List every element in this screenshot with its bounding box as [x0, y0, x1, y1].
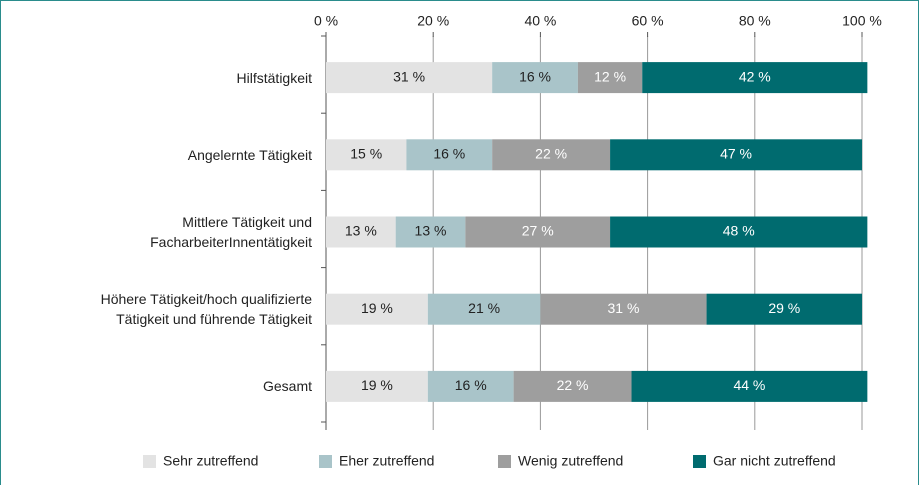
legend-swatch — [319, 455, 332, 468]
category-label: Hilfstätigkeit — [236, 69, 312, 86]
category-label: Gesamt — [262, 378, 312, 395]
bar-segment — [427, 293, 541, 325]
bar-segment — [427, 370, 514, 402]
x-tick-label: 100 % — [842, 13, 882, 29]
value-label: 44 % — [733, 377, 765, 393]
bar-segment — [326, 216, 396, 248]
value-label: 12 % — [594, 68, 626, 84]
bar-segment — [577, 62, 643, 94]
value-label: 16 % — [433, 146, 465, 162]
legend-label: Sehr zutreffend — [163, 453, 258, 469]
value-label: 15 % — [350, 146, 382, 162]
value-label: 19 % — [361, 300, 393, 316]
bar-segment — [406, 139, 493, 171]
legend-label: Eher zutreffend — [339, 453, 434, 469]
x-tick-label: 80 % — [739, 13, 771, 29]
category-label: Höhere Tätigkeit/hoch qualifizierte Täti… — [100, 291, 312, 328]
bar-segment — [631, 370, 868, 402]
value-label: 22 % — [535, 146, 567, 162]
bar-segment — [513, 370, 632, 402]
bar-segment — [326, 139, 407, 171]
bar-segment — [642, 62, 868, 94]
bar-segment — [540, 293, 707, 325]
legend-swatch — [498, 455, 511, 468]
x-tick-label: 60 % — [632, 13, 664, 29]
bar-segment — [610, 216, 868, 248]
category-label: Angelernte Tätigkeit — [187, 146, 312, 163]
bar-segment — [395, 216, 466, 248]
legend-label: Wenig zutreffend — [518, 453, 623, 469]
value-label: 21 % — [468, 300, 500, 316]
x-tick-label: 20 % — [417, 13, 449, 29]
value-label: 42 % — [739, 68, 771, 84]
value-label: 27 % — [522, 223, 554, 239]
value-label: 47 % — [720, 146, 752, 162]
category-label: Mittlere Tätigkeit und FacharbeiterInnen… — [150, 214, 312, 250]
bar-segment — [492, 139, 611, 171]
value-label: 31 % — [393, 68, 425, 84]
bar-segment — [465, 216, 611, 248]
bar-segment — [326, 62, 493, 94]
value-label: 19 % — [361, 377, 393, 393]
legend-swatch — [143, 455, 156, 468]
value-label: 16 % — [455, 377, 487, 393]
value-label: 29 % — [768, 300, 800, 316]
legend-swatch — [693, 455, 706, 468]
bar-segment — [492, 62, 578, 94]
bar-segment — [706, 293, 862, 325]
bar-segment — [326, 370, 428, 402]
x-tick-label: 40 % — [524, 13, 556, 29]
legend-label: Gar nicht zutreffend — [713, 453, 836, 469]
value-label: 16 % — [519, 68, 551, 84]
value-label: 31 % — [608, 300, 640, 316]
bar-segment — [610, 139, 862, 171]
value-label: 22 % — [557, 377, 589, 393]
value-label: 13 % — [345, 223, 377, 239]
x-tick-label: 0 % — [314, 13, 338, 29]
value-label: 13 % — [415, 223, 447, 239]
bar-segment — [326, 293, 428, 325]
value-label: 48 % — [723, 223, 755, 239]
